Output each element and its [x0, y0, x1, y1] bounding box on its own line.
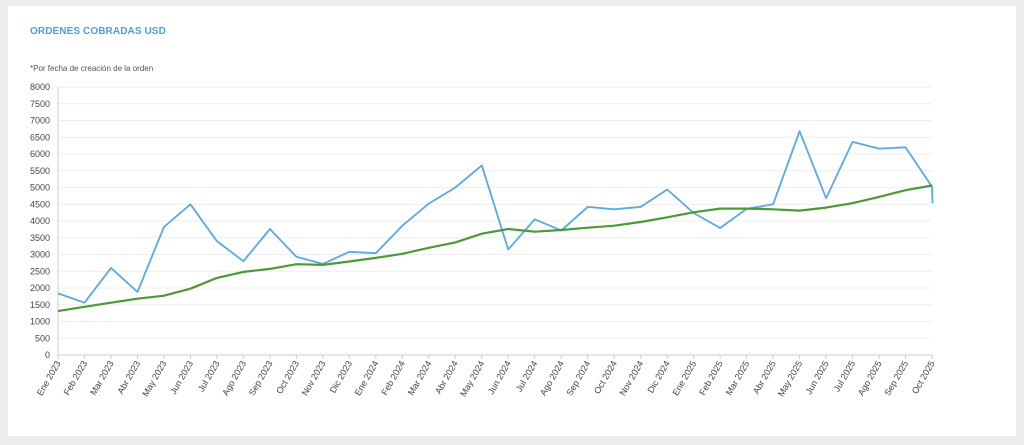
- x-tick-label: Jul 2024: [514, 359, 540, 393]
- x-tick-label: May 2024: [458, 359, 486, 398]
- x-tick-label: Oct 2024: [592, 359, 619, 396]
- x-tick-label: Ago 2025: [856, 359, 884, 397]
- x-tick-label: Jun 2024: [486, 359, 513, 396]
- x-tick-label: Dic 2024: [645, 359, 671, 395]
- y-tick-label: 6500: [30, 132, 50, 142]
- y-tick-label: 5000: [30, 183, 50, 193]
- series-line-green: [57, 184, 933, 313]
- x-tick-label: Abr 2024: [433, 359, 460, 396]
- y-tick-label: 1000: [30, 317, 50, 327]
- y-axis: 0 500 1000 1500 2000 2500 3000 3500 4000 4500 5000…: [30, 82, 59, 360]
- y-tick-label: 2000: [30, 283, 50, 293]
- y-tick-label: 1500: [30, 300, 50, 310]
- x-tick-label: Feb 2024: [379, 359, 407, 397]
- x-tick-label: Sep 2023: [247, 359, 275, 397]
- y-tick-label: 4000: [30, 216, 50, 226]
- x-tick-label: Sep 2025: [882, 359, 910, 397]
- x-tick-label: Dic 2023: [328, 359, 354, 395]
- x-tick-label: Jun 2023: [168, 359, 195, 396]
- x-tick-label: Feb 2023: [62, 359, 90, 397]
- x-tick-label: Jul 2023: [196, 359, 222, 393]
- y-tick-label: 500: [35, 333, 50, 343]
- x-tick-label: May 2025: [776, 359, 804, 398]
- card-title: ORDENES COBRADAS USD: [30, 26, 166, 37]
- x-tick-label: May 2023: [140, 359, 168, 398]
- x-tick-label: Nov 2024: [617, 359, 645, 397]
- x-tick-label: Oct 2023: [274, 359, 301, 396]
- x-tick-label: Ago 2024: [538, 359, 566, 397]
- y-tick-label: 8000: [30, 82, 50, 92]
- y-tick-label: 7000: [30, 116, 50, 126]
- x-tick-label: Mar 2025: [724, 359, 752, 397]
- y-tick-label: 3500: [30, 233, 50, 243]
- x-tick-label: Abr 2025: [751, 359, 778, 396]
- x-tick-label: Oct 2025: [910, 359, 937, 396]
- x-tick-label: Mar 2023: [88, 359, 116, 397]
- x-tick-label: Ene 2023: [35, 359, 63, 397]
- x-tick-label: Feb 2025: [697, 359, 725, 397]
- y-tick-label: 2500: [30, 266, 50, 276]
- x-tick-label: Jul 2025: [832, 359, 858, 393]
- y-tick-label: 5500: [30, 166, 50, 176]
- x-tick-label: Abr 2023: [115, 359, 142, 396]
- x-tick-label: Nov 2023: [300, 359, 328, 397]
- y-tick-label: 6000: [30, 149, 50, 159]
- x-tick-label: Ene 2025: [670, 359, 698, 397]
- x-tick-label: Mar 2024: [406, 359, 434, 397]
- chart-series: [57, 130, 934, 313]
- x-tick-label: Jun 2025: [804, 359, 831, 396]
- card-subtitle: *Por fecha de creación de la orden: [30, 64, 154, 73]
- y-tick-label: 4500: [30, 199, 50, 209]
- chart-grid: [58, 86, 932, 356]
- x-tick-label: Ago 2023: [220, 359, 248, 397]
- y-tick-label: 3000: [30, 250, 50, 260]
- x-tick-label: Ene 2024: [353, 359, 381, 397]
- y-tick-label: 7500: [30, 99, 50, 109]
- x-tick-label: Sep 2024: [564, 359, 592, 397]
- y-tick-label: 0: [45, 350, 50, 360]
- series-line-blue: [57, 130, 934, 304]
